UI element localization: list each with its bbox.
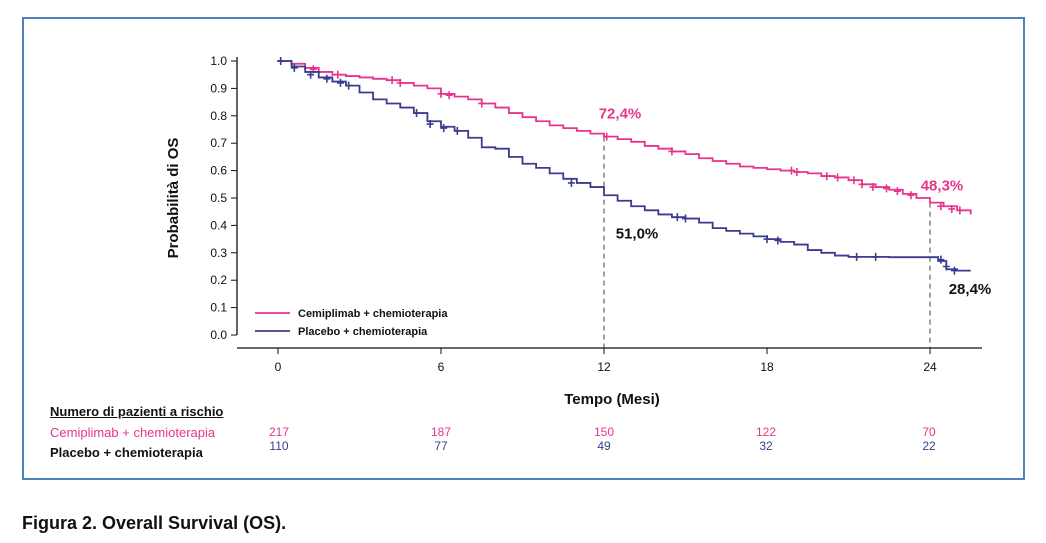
censor-mark (413, 109, 421, 118)
risk-row-label-cemiplimab: Cemiplimab + chemioterapia (50, 425, 216, 440)
censor-mark (907, 191, 915, 200)
censor-mark (793, 167, 801, 176)
risk-value: 49 (597, 439, 611, 453)
risk-value: 217 (268, 425, 290, 439)
y-tick-label: 0.4 (210, 218, 227, 232)
x-tick-label: 6 (438, 360, 445, 374)
y-tick-label: 0.6 (210, 164, 227, 178)
censor-mark (948, 204, 956, 213)
value-annotation: 51,0% (616, 225, 659, 242)
risk-table-heading: Numero di pazienti a rischio (50, 404, 224, 419)
censor-mark (823, 172, 831, 181)
legend-label-placebo: Placebo + chemioterapia (298, 326, 428, 338)
censor-mark (277, 57, 285, 65)
risk-value: 187 (430, 425, 452, 439)
censor-mark (445, 91, 453, 100)
censor-mark (763, 235, 771, 244)
censor-mark (440, 124, 448, 133)
risk-value: 70 (922, 425, 936, 439)
censor-mark (787, 166, 795, 175)
series-line-cemiplimab (278, 60, 972, 215)
risk-value: 77 (434, 439, 448, 453)
y-axis-title: Probabilità di OS (165, 138, 182, 259)
risk-value: 110 (269, 439, 289, 453)
censor-mark (567, 178, 575, 187)
censor-mark (937, 255, 945, 264)
censor-mark (290, 63, 298, 72)
y-tick-label: 0.8 (210, 109, 227, 123)
censor-mark (893, 187, 901, 196)
x-tick-label: 24 (923, 360, 937, 374)
censor-mark (668, 147, 676, 156)
risk-value: 32 (759, 439, 773, 453)
censor-mark (942, 262, 950, 271)
censor-mark (872, 252, 880, 261)
censor-mark (858, 180, 866, 189)
value-annotation: 48,3% (921, 178, 964, 195)
y-tick-label: 0.9 (210, 81, 227, 95)
censor-mark (453, 126, 461, 135)
y-tick-label: 0.1 (210, 301, 227, 315)
censor-mark (937, 202, 945, 211)
y-tick-label: 0.5 (210, 191, 227, 205)
censor-mark (334, 70, 342, 79)
x-tick-label: 18 (760, 360, 774, 374)
censor-mark (869, 183, 877, 192)
censor-mark (956, 206, 964, 215)
censor-mark (323, 74, 331, 83)
y-tick-label: 0.2 (210, 273, 227, 287)
figure-caption: Figura 2. Overall Survival (OS). (22, 513, 287, 533)
x-tick-label: 0 (275, 360, 282, 374)
censor-mark (426, 120, 434, 129)
value-annotation: 28,4% (949, 281, 992, 298)
x-axis-title: Tempo (Mesi) (564, 391, 660, 408)
censor-mark (950, 266, 958, 275)
risk-value: 150 (593, 425, 615, 439)
figure-frame: 0.0 0.1 0.2 0.3 0.4 0.5 0.6 0.7 0.8 0.9 1.0 0 6 12 18 2… (22, 17, 1025, 480)
censor-mark (437, 89, 445, 98)
y-tick-label: 0.0 (210, 328, 227, 342)
censor-mark (673, 213, 681, 222)
censor-mark (603, 132, 611, 141)
censor-mark (850, 176, 858, 185)
censor-mark (345, 81, 353, 90)
censor-mark (883, 184, 891, 193)
y-tick-label: 0.7 (210, 136, 227, 150)
value-annotation: 72,4% (599, 106, 642, 123)
censor-mark (478, 99, 486, 108)
risk-value: 122 (755, 425, 777, 439)
series-line-placebo (278, 60, 971, 272)
censor-mark (774, 236, 782, 245)
y-tick-label: 0.3 (210, 246, 227, 260)
censor-mark (834, 173, 842, 182)
censor-mark (336, 78, 344, 87)
censor-mark (388, 76, 396, 85)
y-tick-label: 1.0 (210, 54, 227, 68)
censor-mark (396, 78, 404, 87)
censor-mark (307, 70, 315, 79)
risk-value: 22 (922, 439, 936, 453)
x-tick-label: 12 (597, 360, 611, 374)
censor-mark (853, 252, 861, 261)
risk-row-label-placebo: Placebo + chemioterapia (50, 445, 203, 460)
survival-chart: 0.0 0.1 0.2 0.3 0.4 0.5 0.6 0.7 0.8 0.9 1.0 0 6 12 18 2… (165, 54, 992, 408)
censor-mark (682, 214, 689, 223)
legend-label-cemiplimab: Cemiplimab + chemioterapia (298, 308, 448, 320)
